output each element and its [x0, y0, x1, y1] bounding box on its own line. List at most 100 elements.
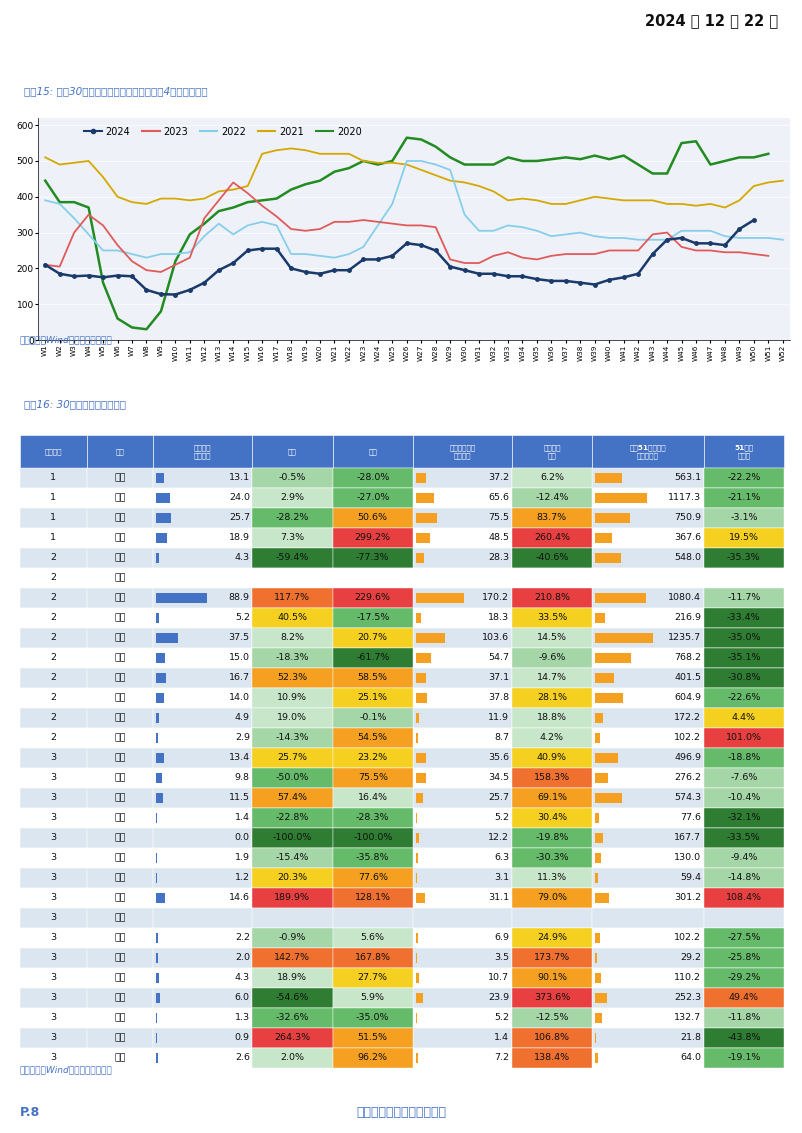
- Bar: [252, 847, 333, 868]
- 2021: [315, 147, 325, 161]
- Bar: [156, 633, 178, 642]
- Text: 赣州: 赣州: [115, 913, 126, 922]
- Bar: [87, 648, 153, 668]
- Bar: [252, 1008, 333, 1028]
- Text: 132.7: 132.7: [674, 1014, 701, 1022]
- Bar: [252, 648, 333, 668]
- Bar: [703, 608, 784, 628]
- Bar: [252, 668, 333, 688]
- Bar: [512, 828, 592, 847]
- Bar: [333, 468, 413, 488]
- Text: 24.9%: 24.9%: [537, 934, 567, 943]
- Text: -17.5%: -17.5%: [356, 613, 390, 622]
- Text: 10.7: 10.7: [488, 973, 509, 982]
- Bar: [20, 988, 87, 1008]
- Bar: [252, 468, 333, 488]
- Bar: [595, 833, 603, 843]
- Bar: [416, 753, 426, 763]
- Text: 上海: 上海: [115, 493, 126, 502]
- Text: 101.0%: 101.0%: [726, 733, 762, 742]
- Text: 65.6: 65.6: [488, 493, 509, 502]
- Text: 138.4%: 138.4%: [534, 1054, 570, 1063]
- Bar: [416, 673, 427, 683]
- Bar: [333, 608, 413, 628]
- Bar: [156, 474, 164, 483]
- Bar: [512, 908, 592, 928]
- Bar: [252, 968, 333, 988]
- Bar: [87, 727, 153, 748]
- Bar: [413, 727, 512, 748]
- Text: 2024 年 12 月 22 日: 2024 年 12 月 22 日: [645, 14, 778, 28]
- Text: -50.0%: -50.0%: [276, 774, 309, 783]
- 2021: [99, 170, 108, 184]
- Bar: [512, 988, 592, 1008]
- Bar: [333, 928, 413, 948]
- Bar: [153, 1048, 252, 1068]
- Bar: [512, 748, 592, 768]
- Bar: [20, 435, 87, 468]
- Text: 7.3%: 7.3%: [280, 534, 305, 543]
- Bar: [252, 948, 333, 968]
- Bar: [20, 888, 87, 908]
- 2023: [40, 258, 50, 272]
- Bar: [153, 888, 252, 908]
- Text: 28.3: 28.3: [488, 553, 509, 562]
- Text: 6.3: 6.3: [494, 853, 509, 862]
- Text: 佛山: 佛山: [115, 753, 126, 763]
- Bar: [703, 847, 784, 868]
- Bar: [416, 973, 419, 982]
- Bar: [252, 908, 333, 928]
- Bar: [156, 653, 165, 663]
- Bar: [252, 608, 333, 628]
- Bar: [592, 1048, 703, 1068]
- Text: -11.7%: -11.7%: [727, 594, 760, 603]
- Bar: [413, 568, 512, 588]
- Text: 103.6: 103.6: [482, 633, 509, 642]
- Bar: [703, 668, 784, 688]
- Text: 2: 2: [51, 654, 56, 663]
- Text: 173.7%: 173.7%: [534, 954, 570, 963]
- Bar: [333, 508, 413, 528]
- Text: 1117.3: 1117.3: [668, 493, 701, 502]
- Bar: [703, 628, 784, 648]
- Text: 杭州: 杭州: [115, 553, 126, 562]
- Bar: [333, 688, 413, 708]
- Bar: [153, 708, 252, 727]
- Text: 57.4%: 57.4%: [277, 793, 307, 802]
- Bar: [512, 608, 592, 628]
- Bar: [87, 1028, 153, 1048]
- Bar: [252, 488, 333, 508]
- Text: 28.1%: 28.1%: [537, 693, 567, 702]
- Text: 1.4: 1.4: [494, 1033, 509, 1042]
- Bar: [333, 668, 413, 688]
- Bar: [252, 548, 333, 568]
- Line: 2020: 2020: [45, 138, 768, 330]
- Bar: [20, 787, 87, 808]
- Bar: [592, 748, 703, 768]
- Text: 117.7%: 117.7%: [274, 594, 310, 603]
- Bar: [703, 868, 784, 888]
- Text: -11.8%: -11.8%: [727, 1014, 760, 1022]
- Bar: [703, 988, 784, 1008]
- Bar: [703, 468, 784, 488]
- Text: 24.0: 24.0: [229, 493, 250, 502]
- Bar: [252, 688, 333, 708]
- Bar: [20, 648, 87, 668]
- Text: 19.5%: 19.5%: [729, 534, 759, 543]
- Bar: [512, 588, 592, 608]
- Text: 29.2: 29.2: [680, 954, 701, 963]
- Bar: [592, 608, 703, 628]
- Bar: [333, 808, 413, 828]
- Bar: [156, 994, 160, 1003]
- 2024: [301, 265, 310, 279]
- Bar: [333, 588, 413, 608]
- Text: 3: 3: [51, 813, 56, 823]
- Bar: [333, 1008, 413, 1028]
- 2022: [402, 154, 411, 168]
- Bar: [252, 1028, 333, 1048]
- Text: -32.1%: -32.1%: [727, 813, 760, 823]
- Bar: [512, 648, 592, 668]
- Text: 37.2: 37.2: [488, 474, 509, 483]
- Text: 5.2: 5.2: [235, 613, 250, 622]
- Text: 泰安: 泰安: [115, 973, 126, 982]
